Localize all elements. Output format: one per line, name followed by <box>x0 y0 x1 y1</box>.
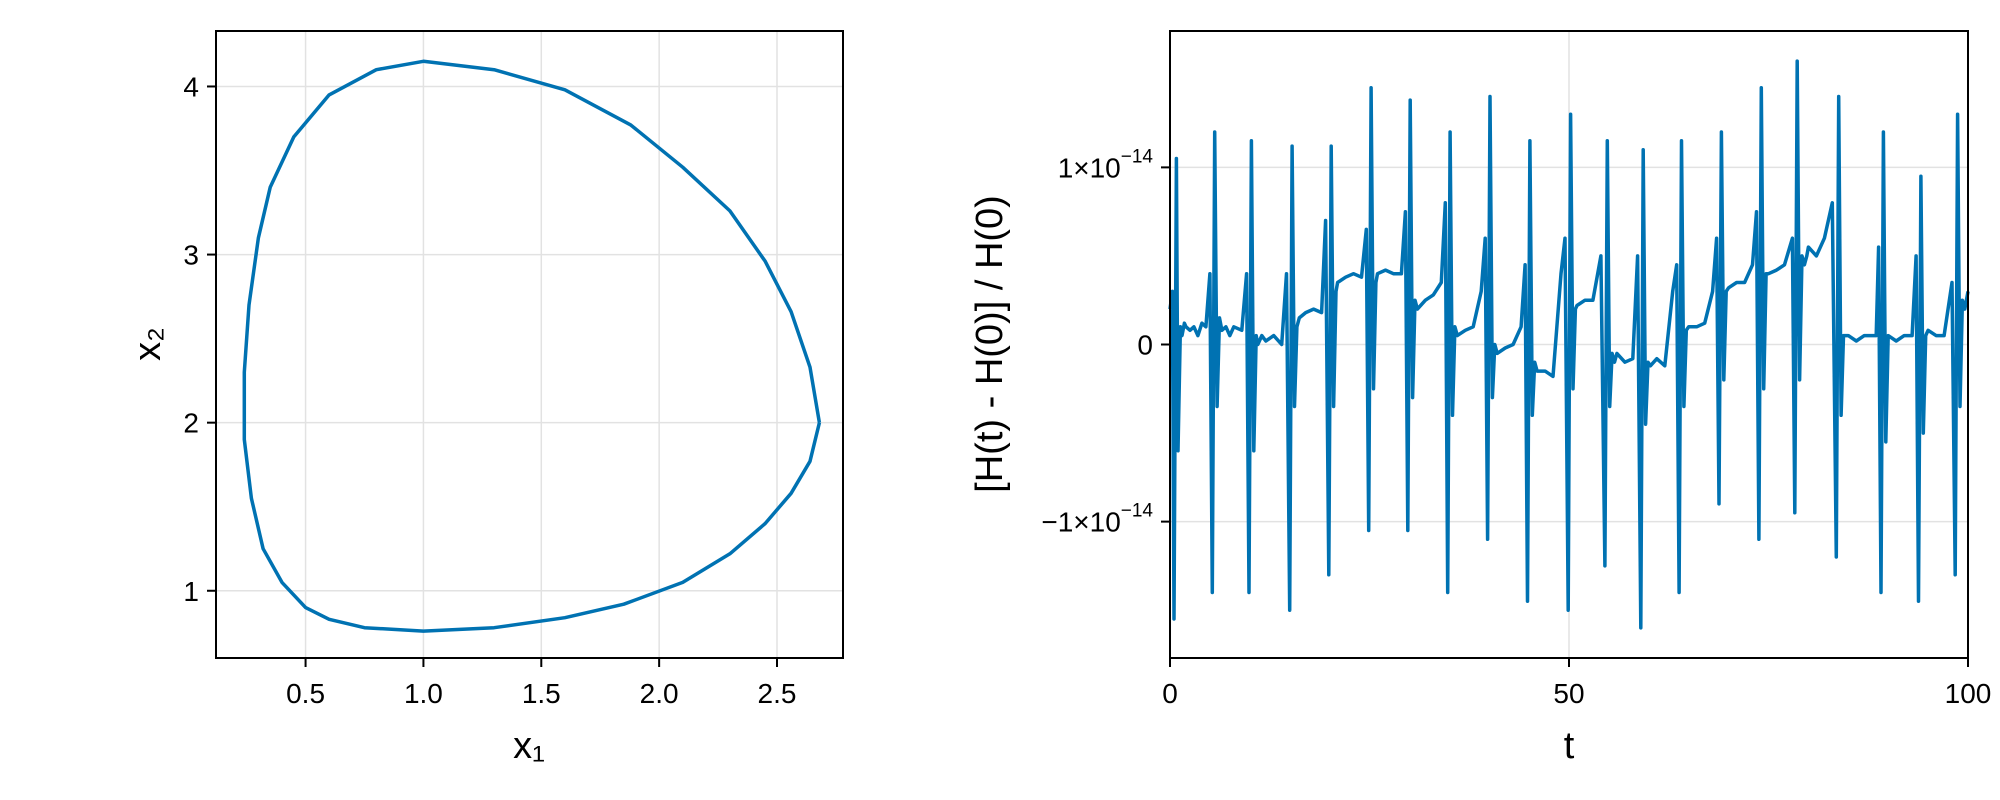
energy-error-xlabel: t <box>1564 725 1575 767</box>
phase-portrait-xtick-label: 2.5 <box>758 678 797 709</box>
phase-portrait-frame <box>215 30 844 659</box>
phase-portrait-plot-area <box>242 59 822 633</box>
phase-portrait-xtick-label: 2.0 <box>640 678 679 709</box>
phase-portrait-xtick-label: 1.5 <box>522 678 561 709</box>
phase-portrait-series-line <box>242 59 822 633</box>
phase-portrait-ytick-label: 3 <box>183 240 199 271</box>
energy-error-xtick-label: 0 <box>1162 678 1178 709</box>
energy-error-xtick-label: 50 <box>1553 678 1584 709</box>
energy-error-ytick-label: 1×10−14 <box>1058 146 1154 183</box>
phase-portrait-ytick-label: 2 <box>183 408 199 439</box>
phase-portrait-ticks: 0.5 1.0 1.5 2.0 2.5 1 2 3 4 <box>183 71 796 709</box>
phase-portrait-grid <box>216 31 843 658</box>
phase-portrait-ytick-label: 4 <box>183 71 199 102</box>
energy-error-ytick-label: −1×10−14 <box>1041 501 1153 538</box>
phase-portrait-xlabel: x₁ <box>513 725 545 767</box>
energy-error-series-line <box>1168 59 1970 630</box>
energy-error-ytick-label: 0 <box>1137 330 1153 361</box>
energy-error-ylabel: [H(t) - H(0)] / H(0) <box>969 195 1011 493</box>
phase-portrait-xtick-label: 1.0 <box>404 678 443 709</box>
energy-error-xtick-label: 100 <box>1945 678 1992 709</box>
phase-portrait-ylabel: x₂ <box>127 327 169 361</box>
phase-portrait-panel: 0.5 1.0 1.5 2.0 2.5 1 2 3 4 x₁ x₂ <box>127 30 844 767</box>
energy-error-ticks: 0 50 100 1×10−14 0 −1×10−14 <box>1041 146 1991 709</box>
phase-portrait-xtick-label: 0.5 <box>286 678 325 709</box>
phase-portrait-ytick-label: 1 <box>183 576 199 607</box>
energy-error-panel: 0 50 100 1×10−14 0 −1×10−14 t [H(t) - H(0)] /… <box>969 30 1991 767</box>
energy-error-plot-area <box>1168 59 1970 630</box>
